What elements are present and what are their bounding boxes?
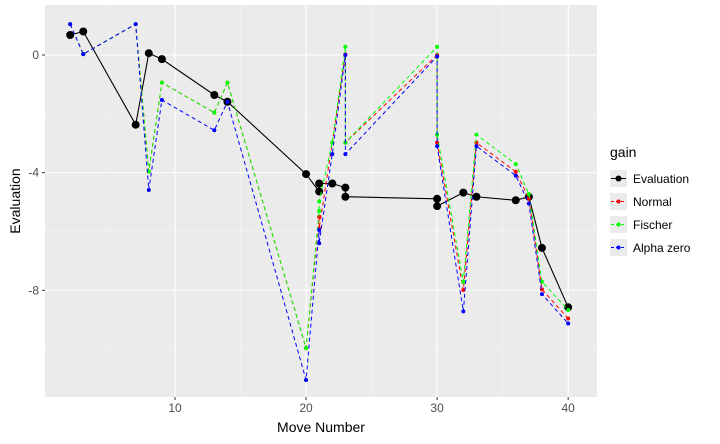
x-tick-label: 20 xyxy=(299,401,313,415)
data-point xyxy=(539,287,544,292)
data-point xyxy=(317,241,322,246)
data-point xyxy=(472,192,481,201)
data-point xyxy=(513,173,518,178)
data-point xyxy=(566,321,571,326)
x-tick-label: 30 xyxy=(430,401,444,415)
data-point xyxy=(474,140,479,145)
data-point xyxy=(328,179,337,188)
data-point xyxy=(461,309,466,314)
y-axis-label: Evaluation xyxy=(7,168,23,233)
data-point xyxy=(304,377,309,382)
data-point xyxy=(433,202,442,211)
data-point xyxy=(317,199,322,204)
data-point xyxy=(474,144,479,149)
data-point xyxy=(159,97,164,102)
data-point xyxy=(225,99,230,104)
y-tick-label: -8 xyxy=(28,283,39,297)
data-point xyxy=(133,22,138,27)
data-point xyxy=(566,316,571,321)
data-point xyxy=(433,194,442,203)
legend-key xyxy=(610,216,627,233)
data-point xyxy=(461,279,466,284)
data-point xyxy=(435,144,440,149)
data-point xyxy=(435,54,440,59)
legend: gain Evaluation Normal Fischer Alpha zero xyxy=(610,144,691,256)
data-point xyxy=(212,128,217,133)
data-point xyxy=(513,162,518,167)
data-point xyxy=(131,120,140,129)
data-point xyxy=(539,292,544,297)
data-point xyxy=(304,346,309,351)
data-point xyxy=(157,55,166,64)
data-point xyxy=(144,49,153,58)
legend-key xyxy=(610,239,627,256)
data-point xyxy=(564,303,573,312)
data-point xyxy=(511,196,520,205)
legend-key xyxy=(610,170,627,187)
y-tick-label: 0 xyxy=(32,48,39,62)
y-tick-label: -4 xyxy=(28,166,39,180)
data-point xyxy=(343,152,348,157)
legend-key xyxy=(610,193,627,210)
legend-label: Evaluation xyxy=(633,172,689,186)
data-point xyxy=(341,192,350,201)
data-point xyxy=(225,80,230,85)
x-tick-label: 40 xyxy=(561,401,575,415)
series-alpha-zero xyxy=(68,22,571,382)
series-evaluation xyxy=(66,27,573,312)
data-point xyxy=(317,214,322,219)
data-point xyxy=(81,52,86,57)
x-tick-label: 10 xyxy=(168,401,182,415)
data-point xyxy=(302,170,311,179)
data-point xyxy=(537,243,546,252)
data-point xyxy=(526,192,531,197)
data-point xyxy=(435,140,440,145)
data-point xyxy=(343,44,348,49)
legend-label: Alpha zero xyxy=(633,241,691,255)
legend-label: Normal xyxy=(633,195,672,209)
x-axis-label: Move Number xyxy=(277,419,365,435)
data-point xyxy=(341,183,350,192)
data-point xyxy=(513,169,518,174)
data-point xyxy=(343,52,348,57)
data-point xyxy=(212,110,217,115)
legend-label: Fischer xyxy=(633,218,672,232)
legend-title: gain xyxy=(610,144,636,160)
data-point xyxy=(315,179,324,188)
data-point xyxy=(566,307,571,312)
data-point xyxy=(146,187,151,192)
data-point xyxy=(317,227,322,232)
data-point xyxy=(539,279,544,284)
legend-key-point xyxy=(616,245,621,250)
data-point xyxy=(526,201,531,206)
data-point xyxy=(68,22,73,27)
data-point xyxy=(210,90,219,99)
data-point xyxy=(79,27,88,36)
legend-key-point xyxy=(616,199,621,204)
data-point xyxy=(459,188,468,197)
data-point xyxy=(435,44,440,49)
data-point xyxy=(474,132,479,137)
data-point xyxy=(330,152,335,157)
data-point xyxy=(461,287,466,292)
legend-key-point xyxy=(616,222,621,227)
data-point xyxy=(159,80,164,85)
legend-key-point xyxy=(615,175,622,182)
series-line xyxy=(69,23,569,381)
data-point xyxy=(317,208,322,213)
data-point xyxy=(66,30,75,39)
